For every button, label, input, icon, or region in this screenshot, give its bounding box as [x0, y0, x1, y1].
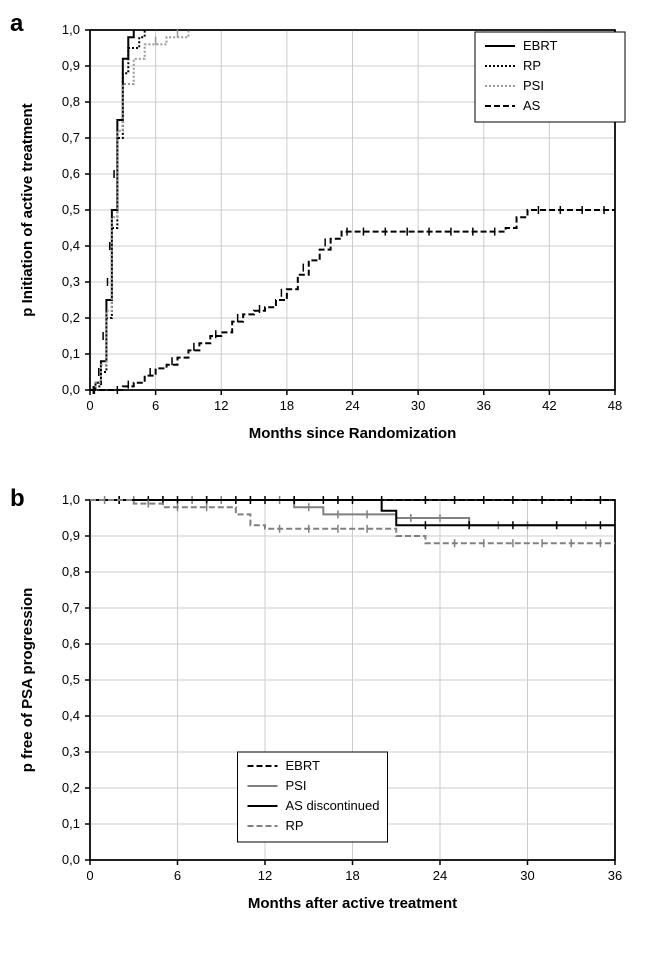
- panel-a-label: a: [10, 10, 23, 38]
- svg-text:0,6: 0,6: [62, 166, 80, 181]
- chart-panel-b: 0 6 12 18 24 30 36 0,0 0,1 0,2 0,3 0,4 0,5 0,6 0,7 0,8 0…: [10, 480, 635, 920]
- svg-text:RP: RP: [523, 58, 541, 73]
- svg-text:12: 12: [258, 868, 272, 883]
- svg-text:PSI: PSI: [286, 778, 307, 793]
- chart-panel-a: 0 6 12 18 24 30 36 42 48 0,0 0,1 0,2 0,3 0,4 0,5 0,6 0,7…: [10, 10, 635, 450]
- svg-text:42: 42: [542, 398, 556, 413]
- svg-text:0,5: 0,5: [62, 672, 80, 687]
- svg-text:12: 12: [214, 398, 228, 413]
- svg-text:0,7: 0,7: [62, 600, 80, 615]
- svg-text:0: 0: [86, 398, 93, 413]
- svg-text:0,4: 0,4: [62, 238, 80, 253]
- svg-text:0,9: 0,9: [62, 528, 80, 543]
- svg-text:0,4: 0,4: [62, 708, 80, 723]
- svg-text:48: 48: [608, 398, 622, 413]
- svg-text:EBRT: EBRT: [523, 38, 557, 53]
- svg-text:RP: RP: [286, 818, 304, 833]
- svg-text:0,1: 0,1: [62, 816, 80, 831]
- svg-text:0,6: 0,6: [62, 636, 80, 651]
- svg-text:30: 30: [520, 868, 534, 883]
- svg-text:0,0: 0,0: [62, 382, 80, 397]
- svg-text:0,3: 0,3: [62, 274, 80, 289]
- svg-text:6: 6: [174, 868, 181, 883]
- svg-text:0,3: 0,3: [62, 744, 80, 759]
- svg-text:AS discontinued: AS discontinued: [286, 798, 380, 813]
- svg-text:0,2: 0,2: [62, 310, 80, 325]
- svg-text:0,8: 0,8: [62, 94, 80, 109]
- svg-text:1,0: 1,0: [62, 22, 80, 37]
- svg-text:24: 24: [433, 868, 447, 883]
- svg-text:24: 24: [345, 398, 359, 413]
- svg-text:Months since Randomization: Months since Randomization: [249, 425, 457, 442]
- svg-text:0,5: 0,5: [62, 202, 80, 217]
- svg-text:0,2: 0,2: [62, 780, 80, 795]
- figure-container: a 06121824303642480,00,10,20,30,40,50,60…: [10, 10, 635, 920]
- svg-text:36: 36: [477, 398, 491, 413]
- svg-text:1,0: 1,0: [62, 492, 80, 507]
- svg-text:Months after active treatment: Months after active treatment: [248, 895, 457, 912]
- svg-text:6: 6: [152, 398, 159, 413]
- svg-text:EBRT: EBRT: [286, 758, 320, 773]
- panel-b-label: b: [10, 485, 25, 513]
- svg-text:AS: AS: [523, 98, 541, 113]
- svg-text:18: 18: [280, 398, 294, 413]
- svg-text:p Initiation of active treatme: p Initiation of active treatment: [19, 103, 36, 316]
- svg-text:0,9: 0,9: [62, 58, 80, 73]
- svg-text:30: 30: [411, 398, 425, 413]
- svg-text:p free of PSA progression: p free of PSA progression: [19, 588, 36, 772]
- svg-text:18: 18: [345, 868, 359, 883]
- svg-text:0,0: 0,0: [62, 852, 80, 867]
- svg-text:0,1: 0,1: [62, 346, 80, 361]
- svg-text:0,7: 0,7: [62, 130, 80, 145]
- svg-text:0,8: 0,8: [62, 564, 80, 579]
- svg-text:36: 36: [608, 868, 622, 883]
- svg-text:PSI: PSI: [523, 78, 544, 93]
- svg-text:0: 0: [86, 868, 93, 883]
